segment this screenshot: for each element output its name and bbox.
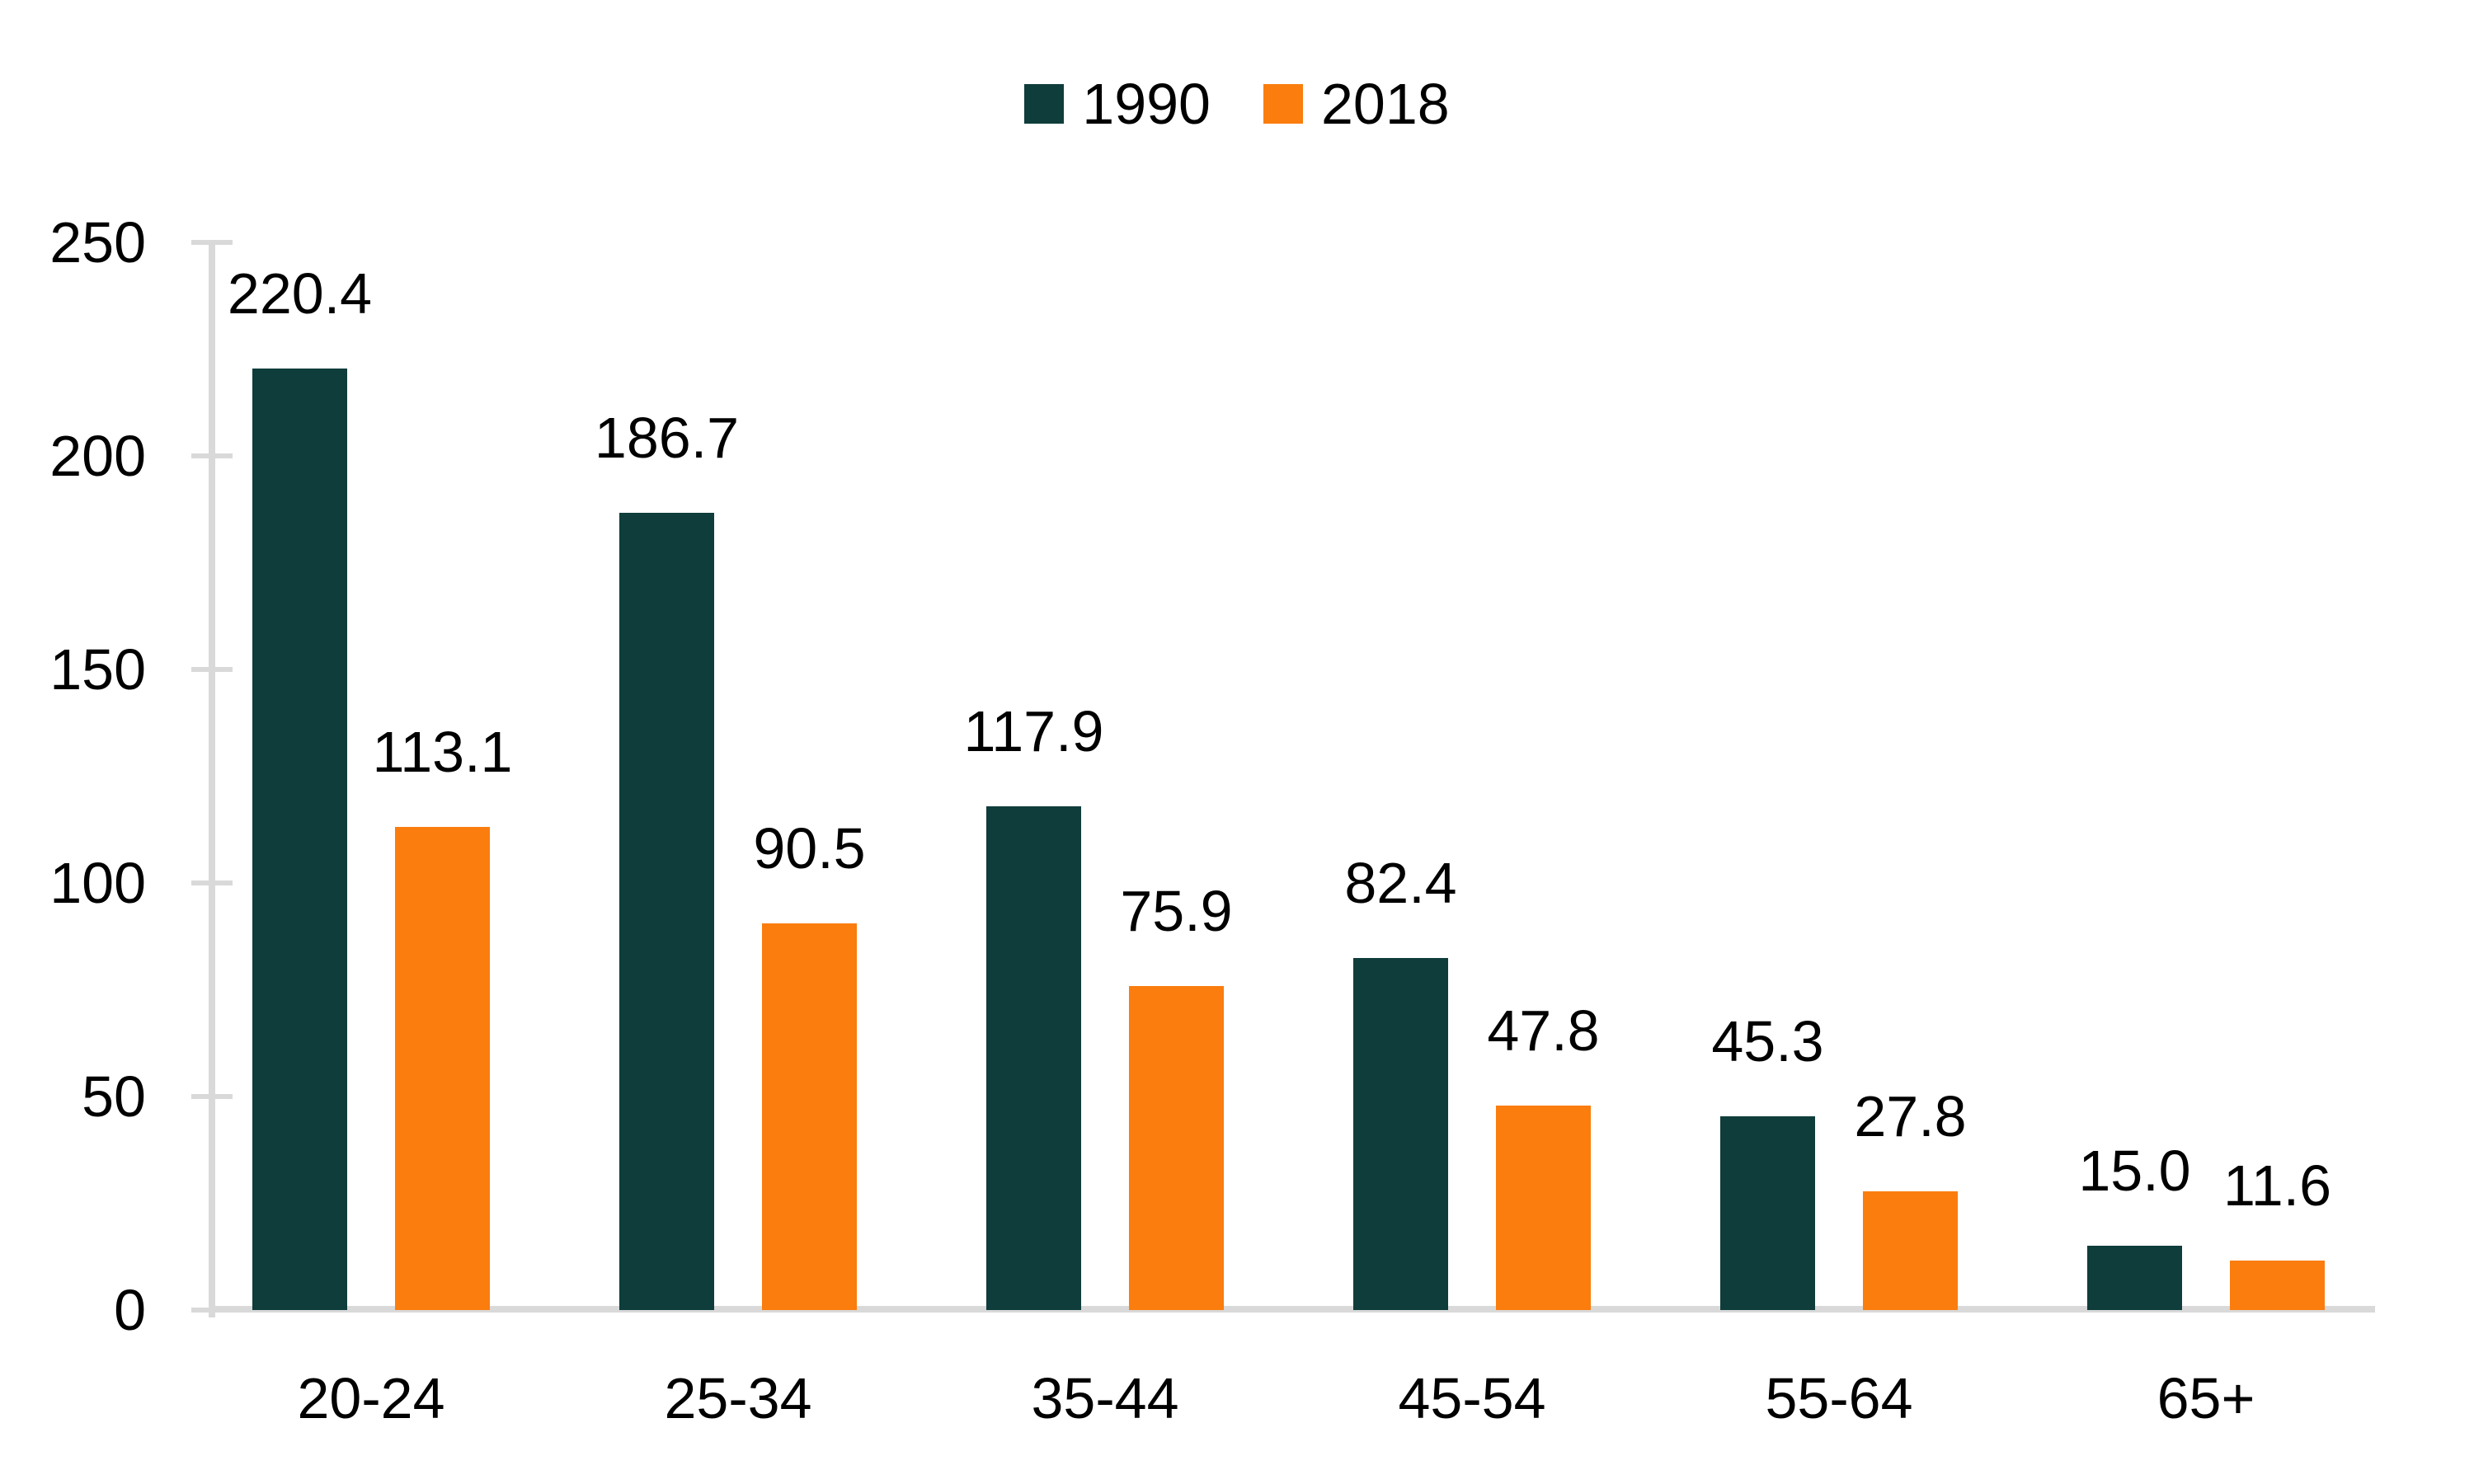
bar-1990-45-54	[1353, 958, 1448, 1310]
bar-value-label-1990-20-24: 220.4	[227, 261, 373, 326]
bar-value-label-2018-25-34: 90.5	[753, 816, 866, 881]
bar-1990-20-24	[252, 369, 347, 1310]
y-axis-tick-50	[191, 1094, 233, 1099]
y-axis-tick-150	[191, 667, 233, 672]
legend-label-1990: 1990	[1082, 72, 1211, 136]
legend-item-1990: 1990	[1024, 74, 1211, 134]
bar-value-label-1990-35-44: 117.9	[963, 699, 1104, 764]
y-axis-label-150: 150	[49, 637, 146, 702]
bar-2018-45-54	[1496, 1106, 1591, 1310]
bar-value-label-1990-25-34: 186.7	[594, 405, 740, 470]
y-axis-label-0: 0	[114, 1278, 146, 1342]
bar-value-label-2018-45-54: 47.8	[1487, 998, 1600, 1064]
bar-value-label-2018-20-24: 113.1	[372, 720, 513, 785]
bar-2018-65+	[2230, 1260, 2325, 1310]
bar-1990-65+	[2087, 1246, 2182, 1310]
bar-2018-20-24	[395, 827, 490, 1310]
bar-1990-55-64	[1720, 1116, 1815, 1310]
y-axis-label-200: 200	[49, 424, 146, 488]
bar-value-label-1990-45-54: 82.4	[1344, 851, 1457, 916]
x-axis-label-25-34: 25-34	[664, 1366, 812, 1430]
bar-value-label-1990-65+: 15.0	[2078, 1139, 2191, 1204]
x-axis-label-55-64: 55-64	[1765, 1366, 1913, 1430]
bar-value-label-2018-35-44: 75.9	[1120, 878, 1233, 943]
y-axis-label-250: 250	[49, 210, 146, 275]
bar-2018-25-34	[762, 923, 857, 1310]
bar-1990-35-44	[986, 806, 1081, 1310]
legend-label-2018: 2018	[1321, 72, 1450, 136]
y-axis-line	[209, 242, 215, 1317]
bar-2018-35-44	[1129, 985, 1224, 1310]
bar-value-label-1990-55-64: 45.3	[1711, 1009, 1824, 1074]
y-axis-tick-0	[191, 1308, 233, 1313]
legend-item-2018: 2018	[1263, 74, 1450, 134]
y-axis-tick-200	[191, 453, 233, 458]
legend-color-swatch-2018	[1263, 84, 1303, 124]
bar-1990-25-34	[619, 512, 714, 1310]
x-axis-label-35-44: 35-44	[1031, 1366, 1179, 1430]
x-axis-label-65+: 65+	[2157, 1366, 2255, 1430]
bar-2018-55-64	[1863, 1190, 1958, 1310]
legend-color-swatch-1990	[1024, 84, 1065, 124]
y-axis-tick-100	[191, 881, 233, 885]
y-axis-label-50: 50	[82, 1064, 146, 1129]
bar-value-label-2018-65+: 11.6	[2222, 1153, 2332, 1218]
y-axis-tick-250	[191, 240, 233, 245]
x-axis-label-20-24: 20-24	[297, 1366, 445, 1430]
chart-legend: 1990 2018	[0, 73, 2474, 135]
x-axis-label-45-54: 45-54	[1398, 1366, 1546, 1430]
y-axis-label-100: 100	[49, 851, 146, 915]
x-axis-line	[212, 1306, 2375, 1313]
bar-value-label-2018-55-64: 27.8	[1854, 1083, 1967, 1148]
